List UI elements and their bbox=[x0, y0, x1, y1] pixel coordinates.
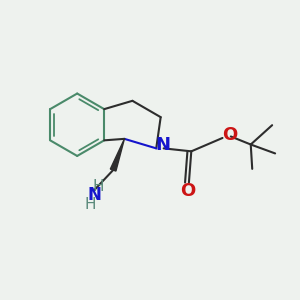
Polygon shape bbox=[110, 139, 124, 171]
Text: N: N bbox=[88, 186, 101, 204]
Text: H: H bbox=[92, 178, 104, 194]
Text: O: O bbox=[180, 182, 195, 200]
Text: H: H bbox=[85, 197, 96, 212]
Text: O: O bbox=[222, 126, 237, 144]
Text: N: N bbox=[155, 136, 170, 154]
